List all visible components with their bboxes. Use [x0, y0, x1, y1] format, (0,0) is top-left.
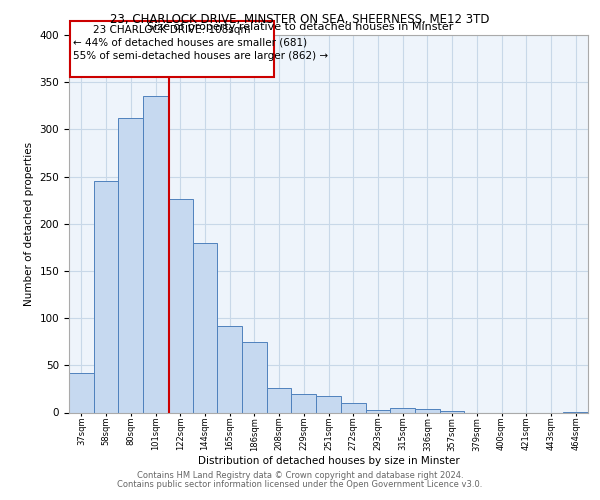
Text: Size of property relative to detached houses in Minster: Size of property relative to detached ho… [147, 22, 453, 32]
Bar [415, 408, 440, 412]
Text: Contains public sector information licensed under the Open Government Licence v3: Contains public sector information licen… [118, 480, 482, 489]
Bar [440, 410, 464, 412]
Text: 55% of semi-detached houses are larger (862) →: 55% of semi-detached houses are larger (… [73, 51, 328, 61]
Text: 23, CHARLOCK DRIVE, MINSTER ON SEA, SHEERNESS, ME12 3TD: 23, CHARLOCK DRIVE, MINSTER ON SEA, SHEE… [110, 12, 490, 26]
FancyBboxPatch shape [70, 21, 274, 76]
Text: 23 CHARLOCK DRIVE: 108sqm: 23 CHARLOCK DRIVE: 108sqm [94, 26, 251, 36]
Bar [69, 373, 94, 412]
Text: Contains HM Land Registry data © Crown copyright and database right 2024.: Contains HM Land Registry data © Crown c… [137, 471, 463, 480]
Bar [365, 410, 390, 412]
Bar [143, 96, 168, 412]
Y-axis label: Number of detached properties: Number of detached properties [24, 142, 34, 306]
Bar [267, 388, 292, 412]
Bar [168, 199, 193, 412]
Bar [118, 118, 143, 412]
Bar [217, 326, 242, 412]
Bar [242, 342, 267, 412]
Bar [341, 403, 365, 412]
Text: ← 44% of detached houses are smaller (681): ← 44% of detached houses are smaller (68… [73, 38, 307, 48]
X-axis label: Distribution of detached houses by size in Minster: Distribution of detached houses by size … [197, 456, 460, 466]
Bar [292, 394, 316, 412]
Bar [193, 242, 217, 412]
Bar [390, 408, 415, 412]
Bar [316, 396, 341, 412]
Bar [94, 182, 118, 412]
